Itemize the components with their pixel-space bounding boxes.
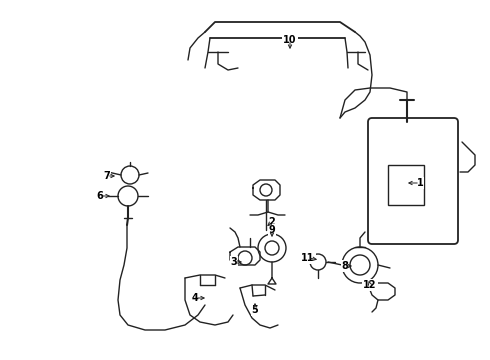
Bar bbox=[388, 165, 424, 205]
FancyBboxPatch shape bbox=[368, 118, 458, 244]
Text: 9: 9 bbox=[269, 225, 275, 235]
Text: 4: 4 bbox=[192, 293, 198, 303]
Text: 6: 6 bbox=[97, 191, 103, 201]
Text: 2: 2 bbox=[269, 217, 275, 227]
Text: 12: 12 bbox=[363, 280, 377, 290]
Text: 8: 8 bbox=[342, 261, 348, 271]
Text: 3: 3 bbox=[231, 257, 237, 267]
Text: 5: 5 bbox=[252, 305, 258, 315]
Text: 10: 10 bbox=[283, 35, 297, 45]
Text: 1: 1 bbox=[416, 178, 423, 188]
Text: 7: 7 bbox=[103, 171, 110, 181]
Text: 11: 11 bbox=[301, 253, 315, 263]
